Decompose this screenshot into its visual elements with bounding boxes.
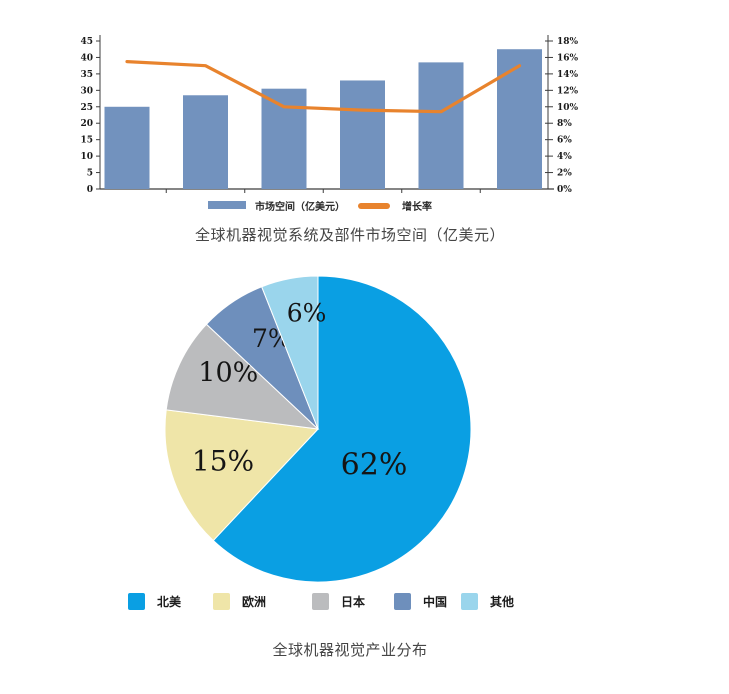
left-axis-tick-label: 15 — [80, 136, 93, 146]
right-axis-tick-label: 18% — [557, 37, 579, 47]
pie-legend-label: 日本 — [341, 595, 366, 609]
market-size-bar — [183, 95, 228, 189]
left-axis-tick-label: 5 — [87, 169, 93, 179]
left-axis-tick-label: 25 — [80, 103, 93, 113]
market-size-bar — [340, 80, 385, 189]
legend-line-label: 增长率 — [402, 200, 432, 213]
left-axis-tick-label: 0 — [87, 185, 93, 195]
pie-legend-item-北美: 北美 — [128, 593, 181, 610]
pie-percentage-label: 15% — [192, 445, 254, 478]
left-axis-tick-label: 20 — [80, 119, 93, 129]
growth-rate-line — [125, 59, 522, 114]
market-size-bar — [261, 88, 307, 189]
pie-legend-swatch — [128, 593, 145, 610]
market-size-bar — [497, 49, 542, 189]
market-size-bar — [104, 106, 150, 189]
pie-legend-label: 欧洲 — [242, 595, 267, 609]
pie-legend-swatch — [312, 593, 329, 610]
left-axis-tick-label: 40 — [80, 53, 93, 63]
pie-chart-caption: 全球机器视觉产业分布 — [272, 642, 428, 659]
market-size-growth-combo-chart: 0 5 10 15 20 25 30 35 40 45 0% 2% 4% 6% 8% 10% 12% 14% 16%… — [80, 35, 579, 213]
left-axis-tick-label: 45 — [80, 37, 93, 47]
pie-legend-label: 北美 — [157, 595, 182, 609]
pie-legend-item-日本: 日本 — [312, 593, 365, 610]
pie-percentage-label: 6% — [287, 298, 327, 327]
legend-bar-label: 市场空间（亿美元） — [255, 200, 345, 213]
pie-legend-item-欧洲: 欧洲 — [213, 593, 266, 610]
pie-slice-欧洲 — [164, 409, 320, 542]
pie-legend-label: 其他 — [490, 595, 515, 609]
pie-legend-item-中国: 中国 — [394, 593, 447, 610]
right-axis-tick-label: 16% — [557, 53, 579, 63]
right-axis-tick-label: 0% — [557, 185, 572, 195]
left-axis-tick-label: 35 — [80, 70, 93, 80]
pie-legend-swatch — [213, 593, 230, 610]
combo-chart-caption: 全球机器视觉系统及部件市场空间（亿美元） — [194, 227, 505, 244]
right-axis-tick-label: 10% — [557, 103, 579, 113]
right-axis-tick-label: 14% — [557, 70, 579, 80]
left-axis-tick-label: 30 — [80, 86, 93, 96]
right-axis-tick-label: 12% — [557, 86, 579, 96]
pie-legend-swatch — [394, 593, 411, 610]
pie-slice-其他 — [261, 275, 319, 430]
legend-bar-swatch — [208, 201, 246, 209]
legend-line-swatch — [358, 203, 390, 209]
right-axis-tick-label: 8% — [557, 119, 572, 129]
right-axis-tick-label: 4% — [557, 152, 572, 162]
pie-legend-item-其他: 其他 — [461, 593, 514, 610]
pie-legend-swatch — [461, 593, 478, 610]
left-axis-tick-label: 10 — [80, 152, 93, 162]
pie-percentage-label: 62% — [341, 447, 408, 482]
pie-slice-北美 — [212, 275, 472, 583]
market-size-bar — [418, 62, 464, 189]
industry-distribution-pie-chart: 62%15%10%7%6% — [164, 275, 472, 583]
pie-legend-label: 中国 — [423, 595, 448, 609]
pie-slice-日本 — [165, 323, 320, 430]
right-axis-tick-label: 6% — [557, 136, 572, 146]
right-axis-tick-label: 2% — [557, 169, 572, 179]
